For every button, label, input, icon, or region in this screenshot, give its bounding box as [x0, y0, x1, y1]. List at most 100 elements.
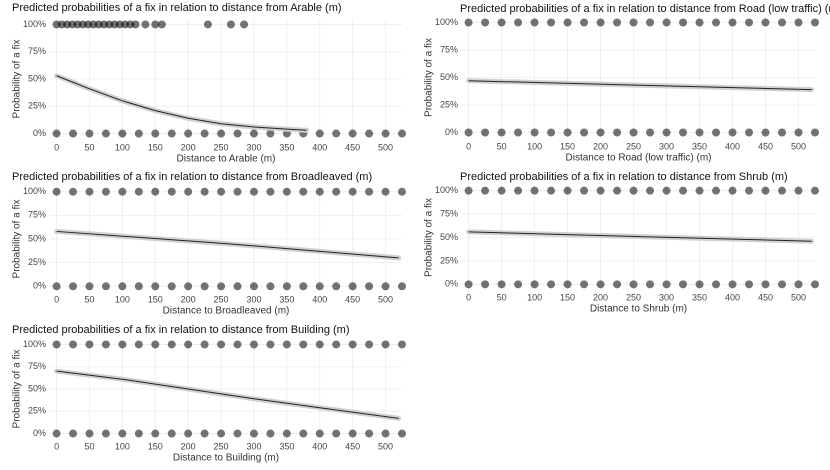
observation-point: [381, 282, 390, 291]
x-tick-label: 0: [466, 292, 471, 302]
x-tick-label: 100: [115, 294, 130, 304]
x-tick-label: 450: [758, 292, 773, 302]
y-tick-label: 75%: [28, 361, 46, 371]
x-axis-label: Distance to Road (low traffic) (m): [566, 153, 712, 164]
x-axis-label: Distance to Building (m): [173, 453, 279, 464]
panel-title: Predicted probabilities of a fix in rela…: [12, 171, 372, 183]
observation-point: [101, 340, 110, 349]
observation-point: [348, 429, 357, 438]
y-tick-label: 75%: [28, 210, 46, 220]
observation-point: [662, 280, 671, 289]
x-tick-label: 500: [378, 294, 393, 304]
observation-point: [282, 282, 291, 291]
observation-point: [712, 186, 721, 195]
x-tick-label: 250: [214, 441, 229, 451]
y-tick-label: 0%: [33, 128, 46, 138]
observation-point: [184, 129, 193, 138]
observation-point: [167, 340, 176, 349]
observation-point: [613, 280, 622, 289]
x-tick-label: 350: [279, 294, 294, 304]
observation-point: [85, 129, 94, 138]
observation-point: [530, 18, 539, 27]
observation-point: [167, 429, 176, 438]
observation-point: [266, 187, 275, 196]
observation-point: [200, 129, 209, 138]
x-tick-label: 50: [84, 441, 94, 451]
observation-point: [299, 282, 308, 291]
observation-point: [240, 20, 249, 29]
observation-point: [794, 18, 803, 27]
x-tick-label: 50: [84, 294, 94, 304]
observation-point: [679, 128, 688, 137]
x-tick-label: 200: [181, 294, 196, 304]
observation-point: [464, 18, 473, 27]
observation-point: [184, 187, 193, 196]
observation-point: [200, 429, 209, 438]
observation-point: [217, 187, 226, 196]
observation-point: [233, 282, 242, 291]
observation-point: [101, 282, 110, 291]
observation-point: [547, 18, 556, 27]
x-tick-label: 400: [312, 142, 327, 152]
x-tick-label: 50: [84, 142, 94, 152]
x-tick-label: 350: [692, 141, 707, 151]
x-tick-label: 50: [497, 292, 507, 302]
observation-point: [596, 18, 605, 27]
observation-point: [514, 280, 523, 289]
observation-point: [580, 128, 589, 137]
observation-point: [811, 128, 819, 137]
observation-point: [52, 129, 61, 138]
observation-point: [332, 129, 341, 138]
observation-point: [629, 128, 638, 137]
observation-point: [348, 187, 357, 196]
x-tick-label: 100: [115, 441, 130, 451]
observation-point: [118, 429, 127, 438]
observation-point: [315, 187, 324, 196]
observation-point: [547, 280, 556, 289]
observation-point: [348, 340, 357, 349]
observation-point: [365, 340, 374, 349]
observation-point: [134, 340, 143, 349]
x-tick-label: 500: [378, 142, 393, 152]
x-tick-label: 250: [214, 142, 229, 152]
observation-point: [761, 18, 770, 27]
observation-point: [134, 429, 143, 438]
observation-point: [811, 186, 819, 195]
observation-point: [315, 282, 324, 291]
x-tick-label: 150: [560, 141, 575, 151]
observation-point: [662, 18, 671, 27]
fit-line: [56, 230, 399, 259]
observation-point: [481, 128, 490, 137]
x-tick-label: 0: [54, 441, 59, 451]
observation-point: [266, 282, 275, 291]
x-tick-label: 0: [466, 141, 471, 151]
x-tick-label: 200: [593, 141, 608, 151]
y-axis-label: Probability of a fix: [12, 200, 23, 279]
observation-point: [217, 282, 226, 291]
observation-point: [315, 340, 324, 349]
observation-point: [563, 18, 572, 27]
x-tick-label: 250: [626, 141, 641, 151]
observation-point: [679, 18, 688, 27]
y-axis-label: Probability of a fix: [424, 38, 435, 117]
x-tick-label: 450: [345, 294, 360, 304]
observation-point: [141, 20, 150, 29]
observation-point: [151, 187, 160, 196]
observation-point: [398, 129, 406, 138]
x-tick-label: 450: [345, 142, 360, 152]
observation-point: [365, 429, 374, 438]
observation-point: [497, 18, 506, 27]
observation-point: [613, 18, 622, 27]
observation-point: [167, 187, 176, 196]
x-tick-label: 100: [115, 142, 130, 152]
observation-point: [299, 340, 308, 349]
observation-point: [203, 20, 212, 29]
observation-point: [728, 18, 737, 27]
x-tick-label: 300: [659, 292, 674, 302]
observation-point: [282, 340, 291, 349]
observation-point: [101, 429, 110, 438]
observation-point: [69, 129, 78, 138]
x-tick-label: 500: [791, 141, 806, 151]
x-tick-label: 400: [312, 294, 327, 304]
observation-point: [778, 128, 787, 137]
